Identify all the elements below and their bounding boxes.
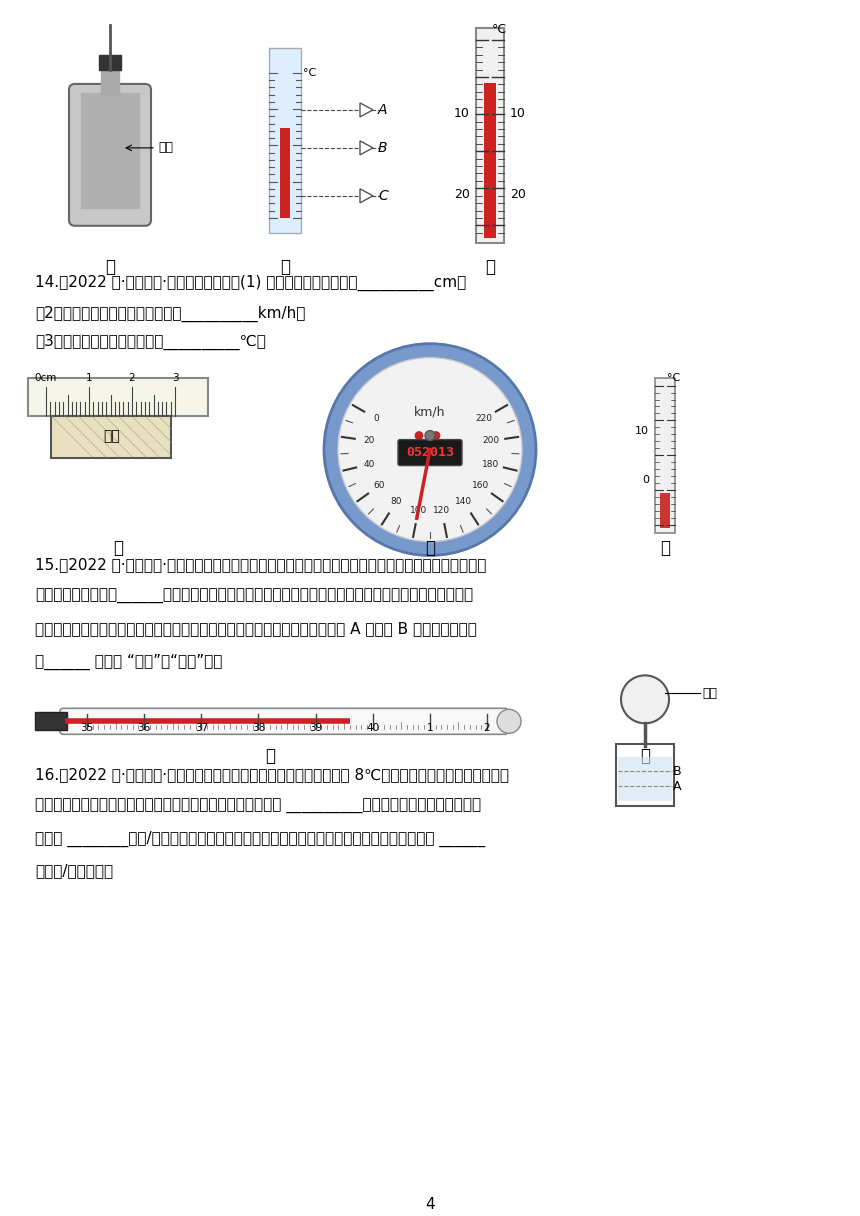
Bar [660,494,670,528]
Text: 2: 2 [483,724,490,733]
Text: （2）图乙中，汽车时速表的示数为__________km/h；: （2）图乙中，汽车时速表的示数为__________km/h； [35,305,305,322]
Bar [28,378,208,416]
Text: A: A [378,103,388,117]
Text: 0cm: 0cm [34,372,57,383]
FancyBboxPatch shape [398,440,462,466]
Bar [484,83,496,238]
Text: 20: 20 [510,187,525,201]
Text: °C: °C [492,23,507,36]
Text: 1: 1 [86,372,92,383]
Text: 38: 38 [252,724,265,733]
Bar [35,713,67,731]
Circle shape [621,675,669,724]
Text: 220: 220 [476,415,492,423]
Text: 温计，它是根据液体______的性质制成的。世界上第一支伽利略气体温度计（如图乙所示）是根据气体的: 温计，它是根据液体______的性质制成的。世界上第一支伽利略气体温度计（如图乙… [35,590,473,604]
Bar [616,744,674,806]
Text: 100: 100 [409,506,427,514]
Text: 监测疫苗温度是否超标，应在冷藏笱内放置图中所示的温度计 __________。在接收点，为正确读数，验: 监测疫苗温度是否超标，应在冷藏笱内放置图中所示的温度计 __________。在… [35,799,481,815]
Text: 80: 80 [390,497,402,506]
Polygon shape [360,141,373,154]
Bar [655,378,675,533]
Text: B: B [673,765,682,778]
Circle shape [415,432,423,440]
Circle shape [324,344,536,556]
Text: 煤油: 煤油 [158,141,173,154]
Text: （3）图丙中，温度计的示数为__________℃。: （3）图丙中，温度计的示数为__________℃。 [35,333,266,350]
Circle shape [432,432,440,440]
Text: A: A [673,779,681,793]
Text: 40: 40 [364,460,376,468]
Text: °C: °C [303,68,316,78]
Text: km/h: km/h [415,405,445,418]
Text: 10: 10 [635,427,649,437]
Text: 20: 20 [363,437,374,445]
Text: 0: 0 [642,475,649,485]
Text: 36: 36 [138,724,150,733]
Bar [280,128,290,218]
Text: 丙: 丙 [485,258,495,276]
Circle shape [425,430,435,440]
Text: 4: 4 [425,1197,435,1212]
Bar [51,416,171,457]
FancyBboxPatch shape [60,709,508,734]
Bar [476,28,504,243]
Bar [618,758,672,801]
FancyBboxPatch shape [69,84,151,226]
Text: 丙: 丙 [660,540,670,557]
Bar [81,92,139,208]
Text: （安全/不安全）。: （安全/不安全）。 [35,863,114,878]
Text: 收人员 ________（能/不能）把温度计从冷藏笱中取出读数，温度计示数如图所示，表明疫苗 ______: 收人员 ________（能/不能）把温度计从冷藏笱中取出读数，温度计示数如图所… [35,832,485,848]
Text: 2: 2 [129,372,135,383]
Polygon shape [360,188,373,203]
Text: 120: 120 [433,506,451,514]
Text: 40: 40 [366,724,379,733]
Bar [269,47,301,232]
Text: 39: 39 [309,724,322,733]
Text: 35: 35 [80,724,94,733]
Text: 乙: 乙 [640,748,650,765]
Text: 15.（2022 秋·河南周口·八年级期末）新冠肆虞，体温检测时疫情防控的必要措施。图甲是人们常用的体: 15.（2022 秋·河南周口·八年级期末）新冠肆虞，体温检测时疫情防控的必要措… [35,557,487,573]
Text: 16.（2022 秋·河南信阳·八年级统考期末）中国科兴疫苗需保存在低于 8℃的环境中。夏季，运输过程中为: 16.（2022 秋·河南信阳·八年级统考期末）中国科兴疫苗需保存在低于 8℃的… [35,767,509,782]
Text: 60: 60 [374,482,385,490]
Circle shape [338,358,522,541]
Bar [101,63,119,95]
Text: 乙: 乙 [425,540,435,557]
Text: 木块: 木块 [103,429,120,444]
Circle shape [497,709,521,733]
Text: 甲: 甲 [265,748,275,765]
Text: 160: 160 [472,482,489,490]
Text: C: C [378,188,388,203]
Bar [99,55,121,71]
Text: 140: 140 [455,497,472,506]
Text: 37: 37 [194,724,208,733]
Text: 甲: 甲 [105,258,115,276]
Text: 3: 3 [172,372,178,383]
Text: 180: 180 [482,460,499,468]
Text: 14.（2022 秋·河南洛阳·八年级统考期末）(1) 图甲中，木块的长度为__________cm；: 14.（2022 秋·河南洛阳·八年级统考期末）(1) 图甲中，木块的长度为__… [35,275,466,291]
Text: 200: 200 [482,437,500,445]
Text: °C: °C [667,372,680,383]
Text: 甲: 甲 [113,540,123,557]
Text: 空气: 空气 [702,687,717,700]
Text: 052013: 052013 [406,446,454,460]
Text: 10: 10 [510,107,525,119]
Text: 1: 1 [427,724,433,733]
Polygon shape [360,103,373,117]
Text: 乙: 乙 [280,258,290,276]
Text: 这种性质制成的。球形容器内是空气，下方的容器里盛的是水。若发现液面由 A 上升到 B 位置，则表明气: 这种性质制成的。球形容器内是空气，下方的容器里盛的是水。若发现液面由 A 上升到… [35,621,477,636]
Text: 10: 10 [454,107,470,119]
Text: 20: 20 [454,187,470,201]
Text: 0: 0 [373,415,379,423]
Text: B: B [378,141,388,154]
Text: 温______ （选填 “升高”或“降低”）。: 温______ （选填 “升高”或“降低”）。 [35,653,223,670]
